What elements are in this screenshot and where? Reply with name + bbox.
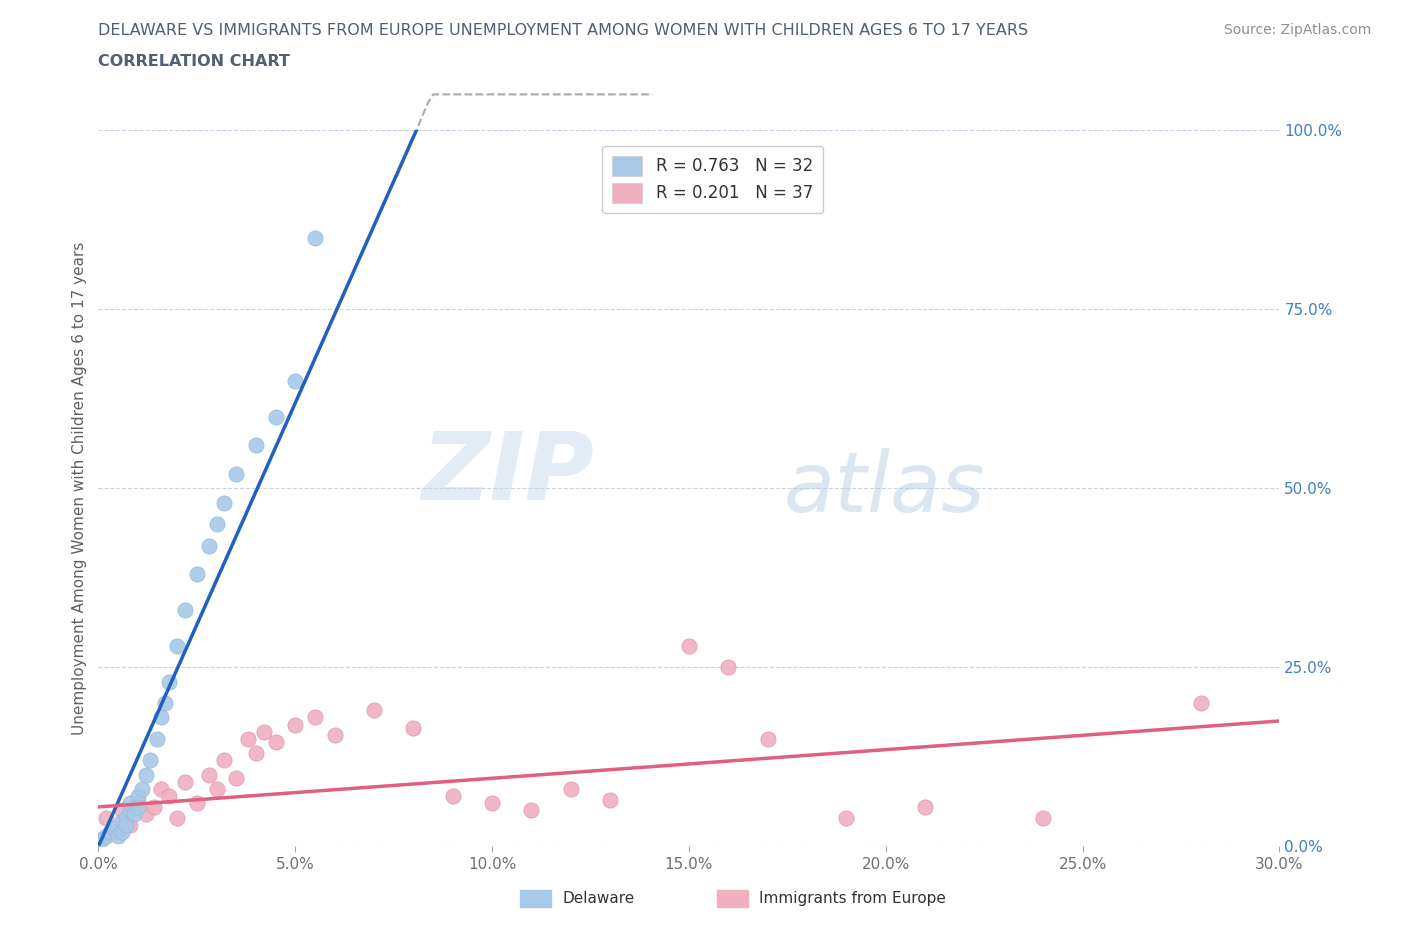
- Point: [166, 810, 188, 825]
- Point: [107, 828, 129, 843]
- Point: [441, 789, 464, 804]
- Point: [157, 674, 180, 689]
- Point: [363, 703, 385, 718]
- Point: [111, 814, 134, 829]
- Point: [756, 732, 779, 747]
- Point: [142, 800, 165, 815]
- Point: [157, 789, 180, 804]
- Point: [284, 374, 307, 389]
- Point: [91, 831, 114, 846]
- Point: [225, 771, 247, 786]
- Point: [150, 781, 173, 796]
- Point: [103, 825, 125, 840]
- Point: [186, 796, 208, 811]
- Point: [205, 781, 228, 796]
- Point: [135, 806, 157, 821]
- Text: CORRELATION CHART: CORRELATION CHART: [98, 54, 290, 69]
- Point: [155, 696, 177, 711]
- Point: [115, 817, 138, 832]
- Point: [98, 825, 121, 840]
- Point: [135, 767, 157, 782]
- Point: [96, 828, 118, 843]
- Point: [717, 660, 740, 675]
- Point: [197, 538, 219, 553]
- Point: [127, 796, 149, 811]
- Point: [323, 728, 346, 743]
- Point: [1032, 810, 1054, 825]
- Point: [835, 810, 858, 825]
- Point: [111, 804, 134, 818]
- Point: [150, 710, 173, 724]
- Point: [520, 804, 543, 818]
- Point: [118, 796, 141, 811]
- Point: [264, 409, 287, 424]
- Text: DELAWARE VS IMMIGRANTS FROM EUROPE UNEMPLOYMENT AMONG WOMEN WITH CHILDREN AGES 6: DELAWARE VS IMMIGRANTS FROM EUROPE UNEMP…: [98, 23, 1029, 38]
- Text: ZIP: ZIP: [422, 428, 595, 520]
- Point: [197, 767, 219, 782]
- Point: [166, 638, 188, 653]
- Point: [245, 746, 267, 761]
- Y-axis label: Unemployment Among Women with Children Ages 6 to 17 years: Unemployment Among Women with Children A…: [72, 242, 87, 735]
- Point: [1189, 696, 1212, 711]
- Point: [127, 800, 149, 815]
- Point: [304, 710, 326, 724]
- Point: [174, 775, 197, 790]
- Text: Source: ZipAtlas.com: Source: ZipAtlas.com: [1223, 23, 1371, 37]
- Text: atlas: atlas: [783, 447, 986, 529]
- Point: [118, 804, 141, 818]
- Point: [253, 724, 276, 739]
- Text: Delaware: Delaware: [562, 891, 634, 906]
- Point: [103, 821, 125, 836]
- Point: [245, 438, 267, 453]
- Point: [304, 231, 326, 246]
- Point: [127, 789, 149, 804]
- Point: [174, 603, 197, 618]
- Point: [599, 792, 621, 807]
- Point: [118, 817, 141, 832]
- Point: [236, 732, 259, 747]
- Point: [186, 566, 208, 581]
- Legend: R = 0.763   N = 32, R = 0.201   N = 37: R = 0.763 N = 32, R = 0.201 N = 37: [602, 146, 823, 213]
- Point: [205, 517, 228, 532]
- Point: [146, 732, 169, 747]
- Text: Immigrants from Europe: Immigrants from Europe: [759, 891, 946, 906]
- Point: [914, 800, 936, 815]
- Point: [560, 781, 582, 796]
- Point: [481, 796, 503, 811]
- Point: [131, 781, 153, 796]
- Point: [678, 638, 700, 653]
- Point: [115, 810, 138, 825]
- Point: [225, 467, 247, 482]
- Point: [214, 753, 236, 768]
- Point: [122, 806, 145, 821]
- Point: [284, 717, 307, 732]
- Point: [111, 825, 134, 840]
- Point: [214, 495, 236, 510]
- Point: [264, 735, 287, 750]
- Point: [96, 810, 118, 825]
- Point: [138, 753, 160, 768]
- Point: [402, 721, 425, 736]
